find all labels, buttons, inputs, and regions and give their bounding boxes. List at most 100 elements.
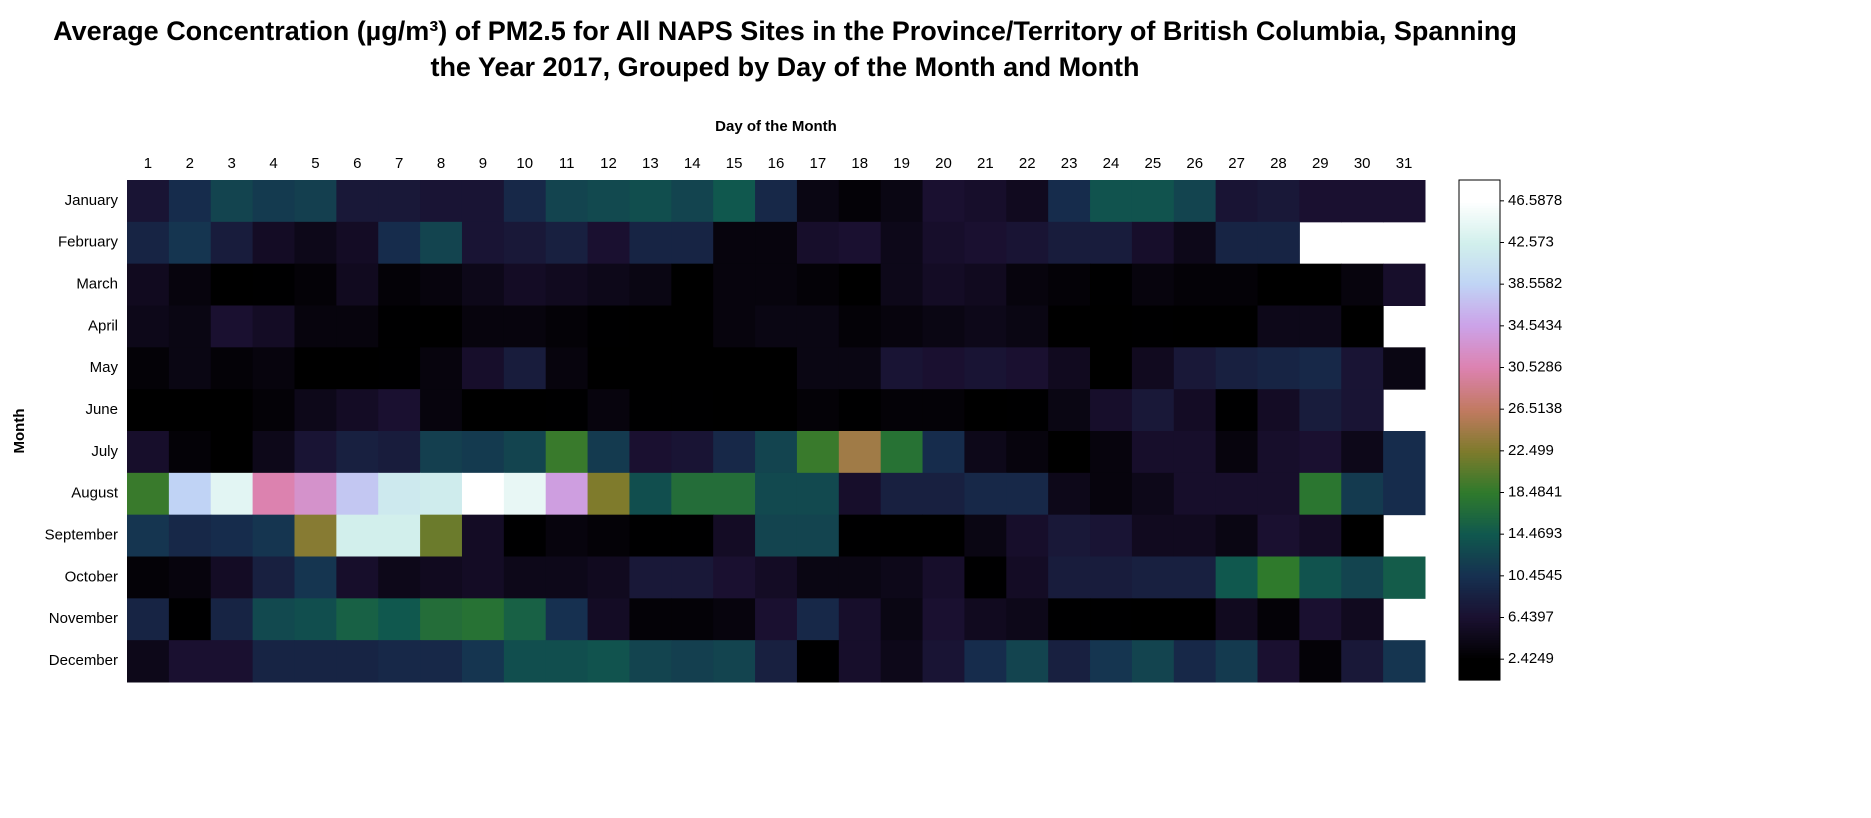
heatmap-cell bbox=[1131, 640, 1175, 683]
heatmap-cell bbox=[1299, 389, 1342, 432]
heatmap-cell bbox=[252, 180, 295, 223]
colorbar-slice bbox=[1459, 465, 1500, 469]
heatmap-cell bbox=[210, 389, 254, 432]
colorbar-slice bbox=[1459, 255, 1500, 259]
heatmap-cell bbox=[1383, 640, 1426, 683]
heatmap-cell bbox=[629, 431, 672, 474]
heatmap-cell bbox=[587, 347, 630, 390]
heatmap-cell bbox=[336, 431, 379, 474]
heatmap-cell bbox=[713, 431, 756, 474]
colorbar-tick-label: 38.5582 bbox=[1508, 275, 1562, 292]
heatmap-cell bbox=[1006, 180, 1049, 223]
heatmap-cell bbox=[755, 472, 798, 516]
heatmap-cell bbox=[252, 389, 295, 432]
colorbar-slice bbox=[1459, 502, 1500, 506]
heatmap-cell bbox=[671, 305, 714, 348]
x-tick-label: 9 bbox=[479, 155, 487, 172]
colorbar-slice bbox=[1459, 422, 1500, 426]
heatmap-cell bbox=[1048, 305, 1091, 348]
colorbar-slice bbox=[1459, 632, 1500, 636]
heatmap-cell bbox=[922, 221, 965, 265]
heatmap-cell bbox=[629, 221, 672, 265]
heatmap-cell bbox=[1257, 305, 1300, 348]
colorbar-slice bbox=[1459, 185, 1500, 189]
colorbar-slice bbox=[1459, 547, 1500, 551]
x-tick-label: 14 bbox=[684, 155, 701, 172]
heatmap-cell bbox=[964, 640, 1007, 683]
heatmap-cell bbox=[1090, 221, 1133, 265]
heatmap-cell bbox=[796, 514, 840, 557]
colorbar-slice bbox=[1459, 275, 1500, 279]
heatmap-cell bbox=[1215, 221, 1259, 265]
heatmap-cell bbox=[461, 389, 505, 432]
heatmap-cell bbox=[796, 180, 840, 223]
heatmap-cell bbox=[336, 556, 379, 599]
colorbar-slice bbox=[1459, 505, 1500, 509]
heatmap-cell bbox=[378, 556, 421, 599]
colorbar-slice bbox=[1459, 350, 1500, 354]
heatmap-cell bbox=[1173, 431, 1217, 474]
colorbar-slice bbox=[1459, 225, 1500, 229]
colorbar-slice bbox=[1459, 262, 1500, 266]
heatmap-cell bbox=[755, 221, 798, 265]
heatmap-cell bbox=[545, 221, 589, 265]
heatmap-cell bbox=[880, 640, 924, 683]
heatmap-cell bbox=[127, 305, 170, 348]
heatmap-cell bbox=[1341, 472, 1384, 516]
colorbar-slice bbox=[1459, 270, 1500, 274]
x-tick-label: 20 bbox=[935, 155, 952, 172]
colorbar-slice bbox=[1459, 382, 1500, 386]
heatmap-cell bbox=[1383, 263, 1426, 306]
colorbar-slice bbox=[1459, 452, 1500, 456]
heatmap-cell bbox=[503, 389, 547, 432]
colorbar-slice bbox=[1459, 307, 1500, 311]
heatmap-cell bbox=[252, 221, 295, 265]
heatmap-cell bbox=[755, 431, 798, 474]
heatmap-cell bbox=[210, 180, 254, 223]
heatmap-cell bbox=[1006, 263, 1049, 306]
colorbar-slice bbox=[1459, 212, 1500, 216]
heatmap-cell bbox=[713, 389, 756, 432]
heatmap-cell bbox=[545, 598, 589, 641]
colorbar-slice bbox=[1459, 442, 1500, 446]
heatmap-cell bbox=[587, 389, 630, 432]
heatmap-cell bbox=[755, 347, 798, 390]
heatmap-cell bbox=[671, 347, 714, 390]
heatmap-cell bbox=[168, 305, 212, 348]
heatmap-cell bbox=[922, 556, 965, 599]
heatmap-cell bbox=[1090, 514, 1133, 557]
x-tick-label: 1 bbox=[144, 155, 152, 172]
colorbar-slice bbox=[1459, 372, 1500, 376]
colorbar-slice bbox=[1459, 405, 1500, 409]
heatmap-cell bbox=[880, 514, 924, 557]
colorbar-slice bbox=[1459, 622, 1500, 626]
heatmap-cell bbox=[1006, 514, 1049, 557]
heatmap-cell bbox=[1131, 431, 1175, 474]
colorbar-slice bbox=[1459, 572, 1500, 576]
x-tick-label: 4 bbox=[269, 155, 277, 172]
heatmap-cell bbox=[1131, 472, 1175, 516]
colorbar-slice bbox=[1459, 265, 1500, 269]
colorbar-slice bbox=[1459, 192, 1500, 196]
heatmap-cell bbox=[336, 640, 379, 683]
heatmap-cell bbox=[503, 347, 547, 390]
heatmap-cell bbox=[880, 472, 924, 516]
heatmap-cell bbox=[503, 640, 547, 683]
colorbar-slice bbox=[1459, 602, 1500, 606]
heatmap-cell bbox=[671, 640, 714, 683]
heatmap-cell bbox=[294, 180, 337, 223]
x-tick-label: 12 bbox=[600, 155, 617, 172]
heatmap-cell bbox=[461, 347, 505, 390]
heatmap-cell bbox=[1173, 598, 1217, 641]
colorbar-slice bbox=[1459, 485, 1500, 489]
x-tick-label: 28 bbox=[1270, 155, 1287, 172]
heatmap-cell bbox=[168, 472, 212, 516]
heatmap-cell bbox=[420, 431, 463, 474]
heatmap-cell bbox=[796, 598, 840, 641]
heatmap-cell bbox=[503, 305, 547, 348]
colorbar-slice bbox=[1459, 245, 1500, 249]
heatmap-cell bbox=[713, 221, 756, 265]
colorbar-slice bbox=[1459, 402, 1500, 406]
heatmap-cell bbox=[838, 640, 882, 683]
colorbar-slice bbox=[1459, 425, 1500, 429]
